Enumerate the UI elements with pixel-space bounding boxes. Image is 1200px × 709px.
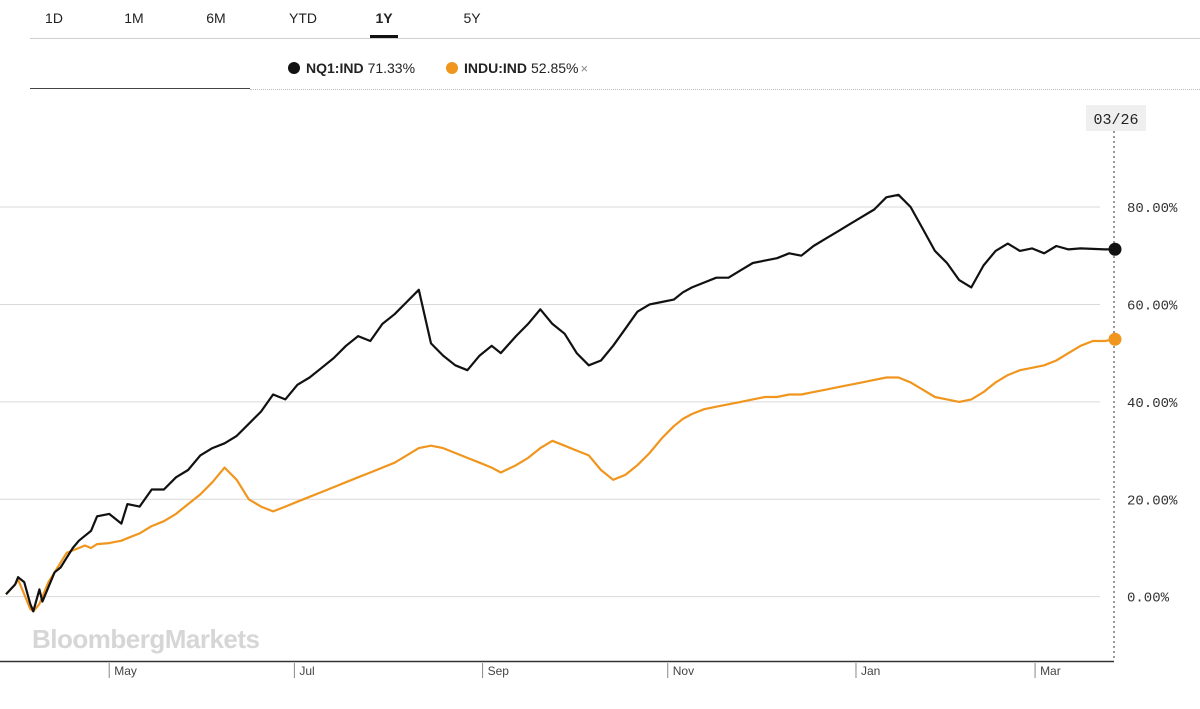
legend-divider [250,89,1200,90]
x-tick-label: Jan [861,664,880,678]
x-tick-label: May [114,664,137,678]
series-line-nq1-ind [5,193,1115,613]
tab-5y[interactable]: 5Y [463,10,481,26]
legend-series-name: NQ1:IND [306,60,364,76]
date-box [1086,105,1146,131]
line-chart[interactable]: 80.00% 60.00% 40.00% 20.00% 0.00% May Jul Sep No… [0,95,1200,705]
y-tick-label: 0.00% [1127,591,1170,607]
x-tick-label: Sep [488,664,510,678]
legend-series-value: 71.33% [367,60,416,76]
legend-series-name: INDU:IND [464,60,527,76]
timeframe-tabs: 1D 1M 6M YTD 1Y 5Y [30,0,1200,39]
bloomberg-watermark: BloombergMarkets [32,624,260,654]
legend-item-nq1-ind[interactable]: NQ1:IND 71.33% [288,60,415,76]
y-tick-label: 40.00% [1127,396,1178,412]
tab-1y[interactable]: 1Y [370,10,398,38]
series-end-marker-indu-ind [1108,332,1122,346]
series-color-dot [446,62,458,74]
remove-series-icon[interactable]: × [580,61,589,76]
legend-underline [30,88,250,89]
x-tick-label: Nov [673,664,694,678]
chart-legend: NQ1:IND 71.33% INDU:IND 52.85% × [0,52,1200,88]
x-tick-label: Jul [299,664,314,678]
y-tick-label: 20.00% [1127,493,1178,509]
legend-item-indu-ind[interactable]: INDU:IND 52.85% × [446,60,588,76]
y-tick-label: 80.00% [1127,201,1178,217]
x-tick-label: Mar [1040,664,1061,678]
tab-1m[interactable]: 1M [124,10,144,26]
tab-6m[interactable]: 6M [206,10,226,26]
series-end-marker-nq1-ind [1108,242,1122,256]
cursor-date-label: 03/26 [1093,112,1138,129]
series-line-indu-ind [5,338,1115,613]
legend-series-value: 52.85% [531,60,579,76]
tab-1d[interactable]: 1D [45,10,63,26]
y-tick-label: 60.00% [1127,298,1178,314]
series-color-dot [288,62,300,74]
tab-ytd[interactable]: YTD [289,10,317,26]
